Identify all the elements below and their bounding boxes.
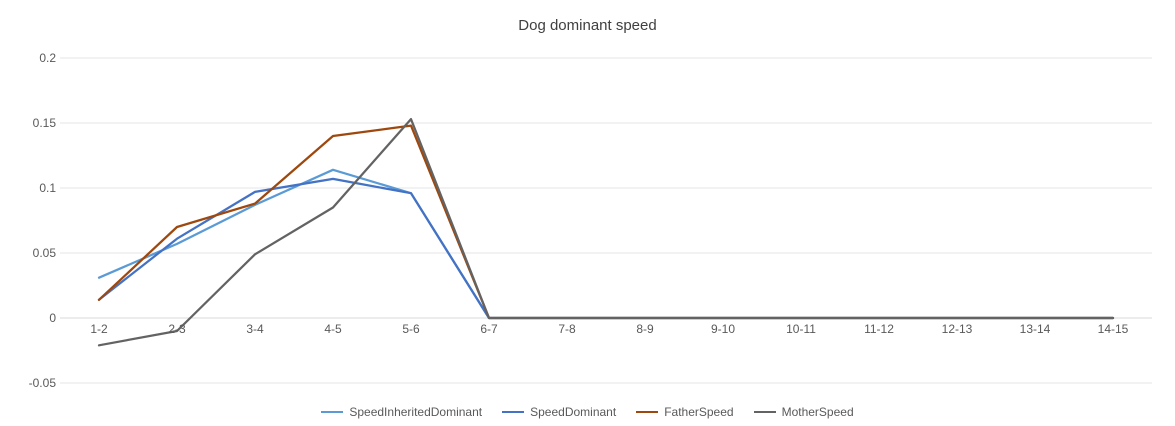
x-tick-label: 4-5	[324, 322, 342, 336]
x-tick-label: 10-11	[786, 322, 816, 336]
legend-item: FatherSpeed	[636, 405, 734, 419]
x-tick-label: 3-4	[246, 322, 264, 336]
series-line	[97, 168, 1115, 320]
legend-swatch	[502, 411, 525, 413]
x-tick-label: 1-2	[90, 322, 108, 336]
legend-label: SpeedInheritedDominant	[349, 405, 483, 419]
chart-title: Dog dominant speed	[518, 17, 657, 34]
legend-swatch	[753, 411, 776, 413]
y-tick-label: 0.2	[39, 51, 56, 65]
legend-label: FatherSpeed	[664, 405, 734, 419]
legend-item: SpeedDominant	[502, 405, 616, 419]
x-tick-label: 7-8	[558, 322, 576, 336]
y-tick-label: 0.15	[33, 116, 57, 130]
legend-swatch	[636, 411, 659, 413]
series-line	[97, 124, 1115, 320]
series-line	[97, 117, 1115, 347]
legend-swatch	[321, 411, 344, 413]
x-tick-label: 9-10	[711, 322, 735, 336]
y-tick-label: -0.05	[29, 376, 57, 390]
legend-item: SpeedInheritedDominant	[321, 405, 482, 419]
x-tick-label: 12-13	[942, 322, 973, 336]
x-tick-label: 11-12	[864, 322, 894, 336]
y-tick-label: 0.05	[33, 246, 57, 260]
legend-item: MotherSpeed	[753, 405, 854, 419]
x-tick-label: 5-6	[402, 322, 420, 336]
legend-label: SpeedDominant	[530, 405, 617, 419]
y-tick-label: 0	[49, 311, 56, 325]
legend: SpeedInheritedDominant SpeedDominant Fathe…	[0, 405, 1175, 419]
x-tick-label: 8-9	[636, 322, 654, 336]
series-line	[97, 177, 1115, 320]
legend-label: MotherSpeed	[781, 405, 854, 419]
y-tick-label: 0.1	[39, 181, 56, 195]
x-tick-label: 13-14	[1020, 322, 1051, 336]
x-tick-label: 14-15	[1098, 322, 1129, 336]
x-tick-label: 2-3	[168, 322, 186, 336]
x-tick-label: 6-7	[480, 322, 498, 336]
